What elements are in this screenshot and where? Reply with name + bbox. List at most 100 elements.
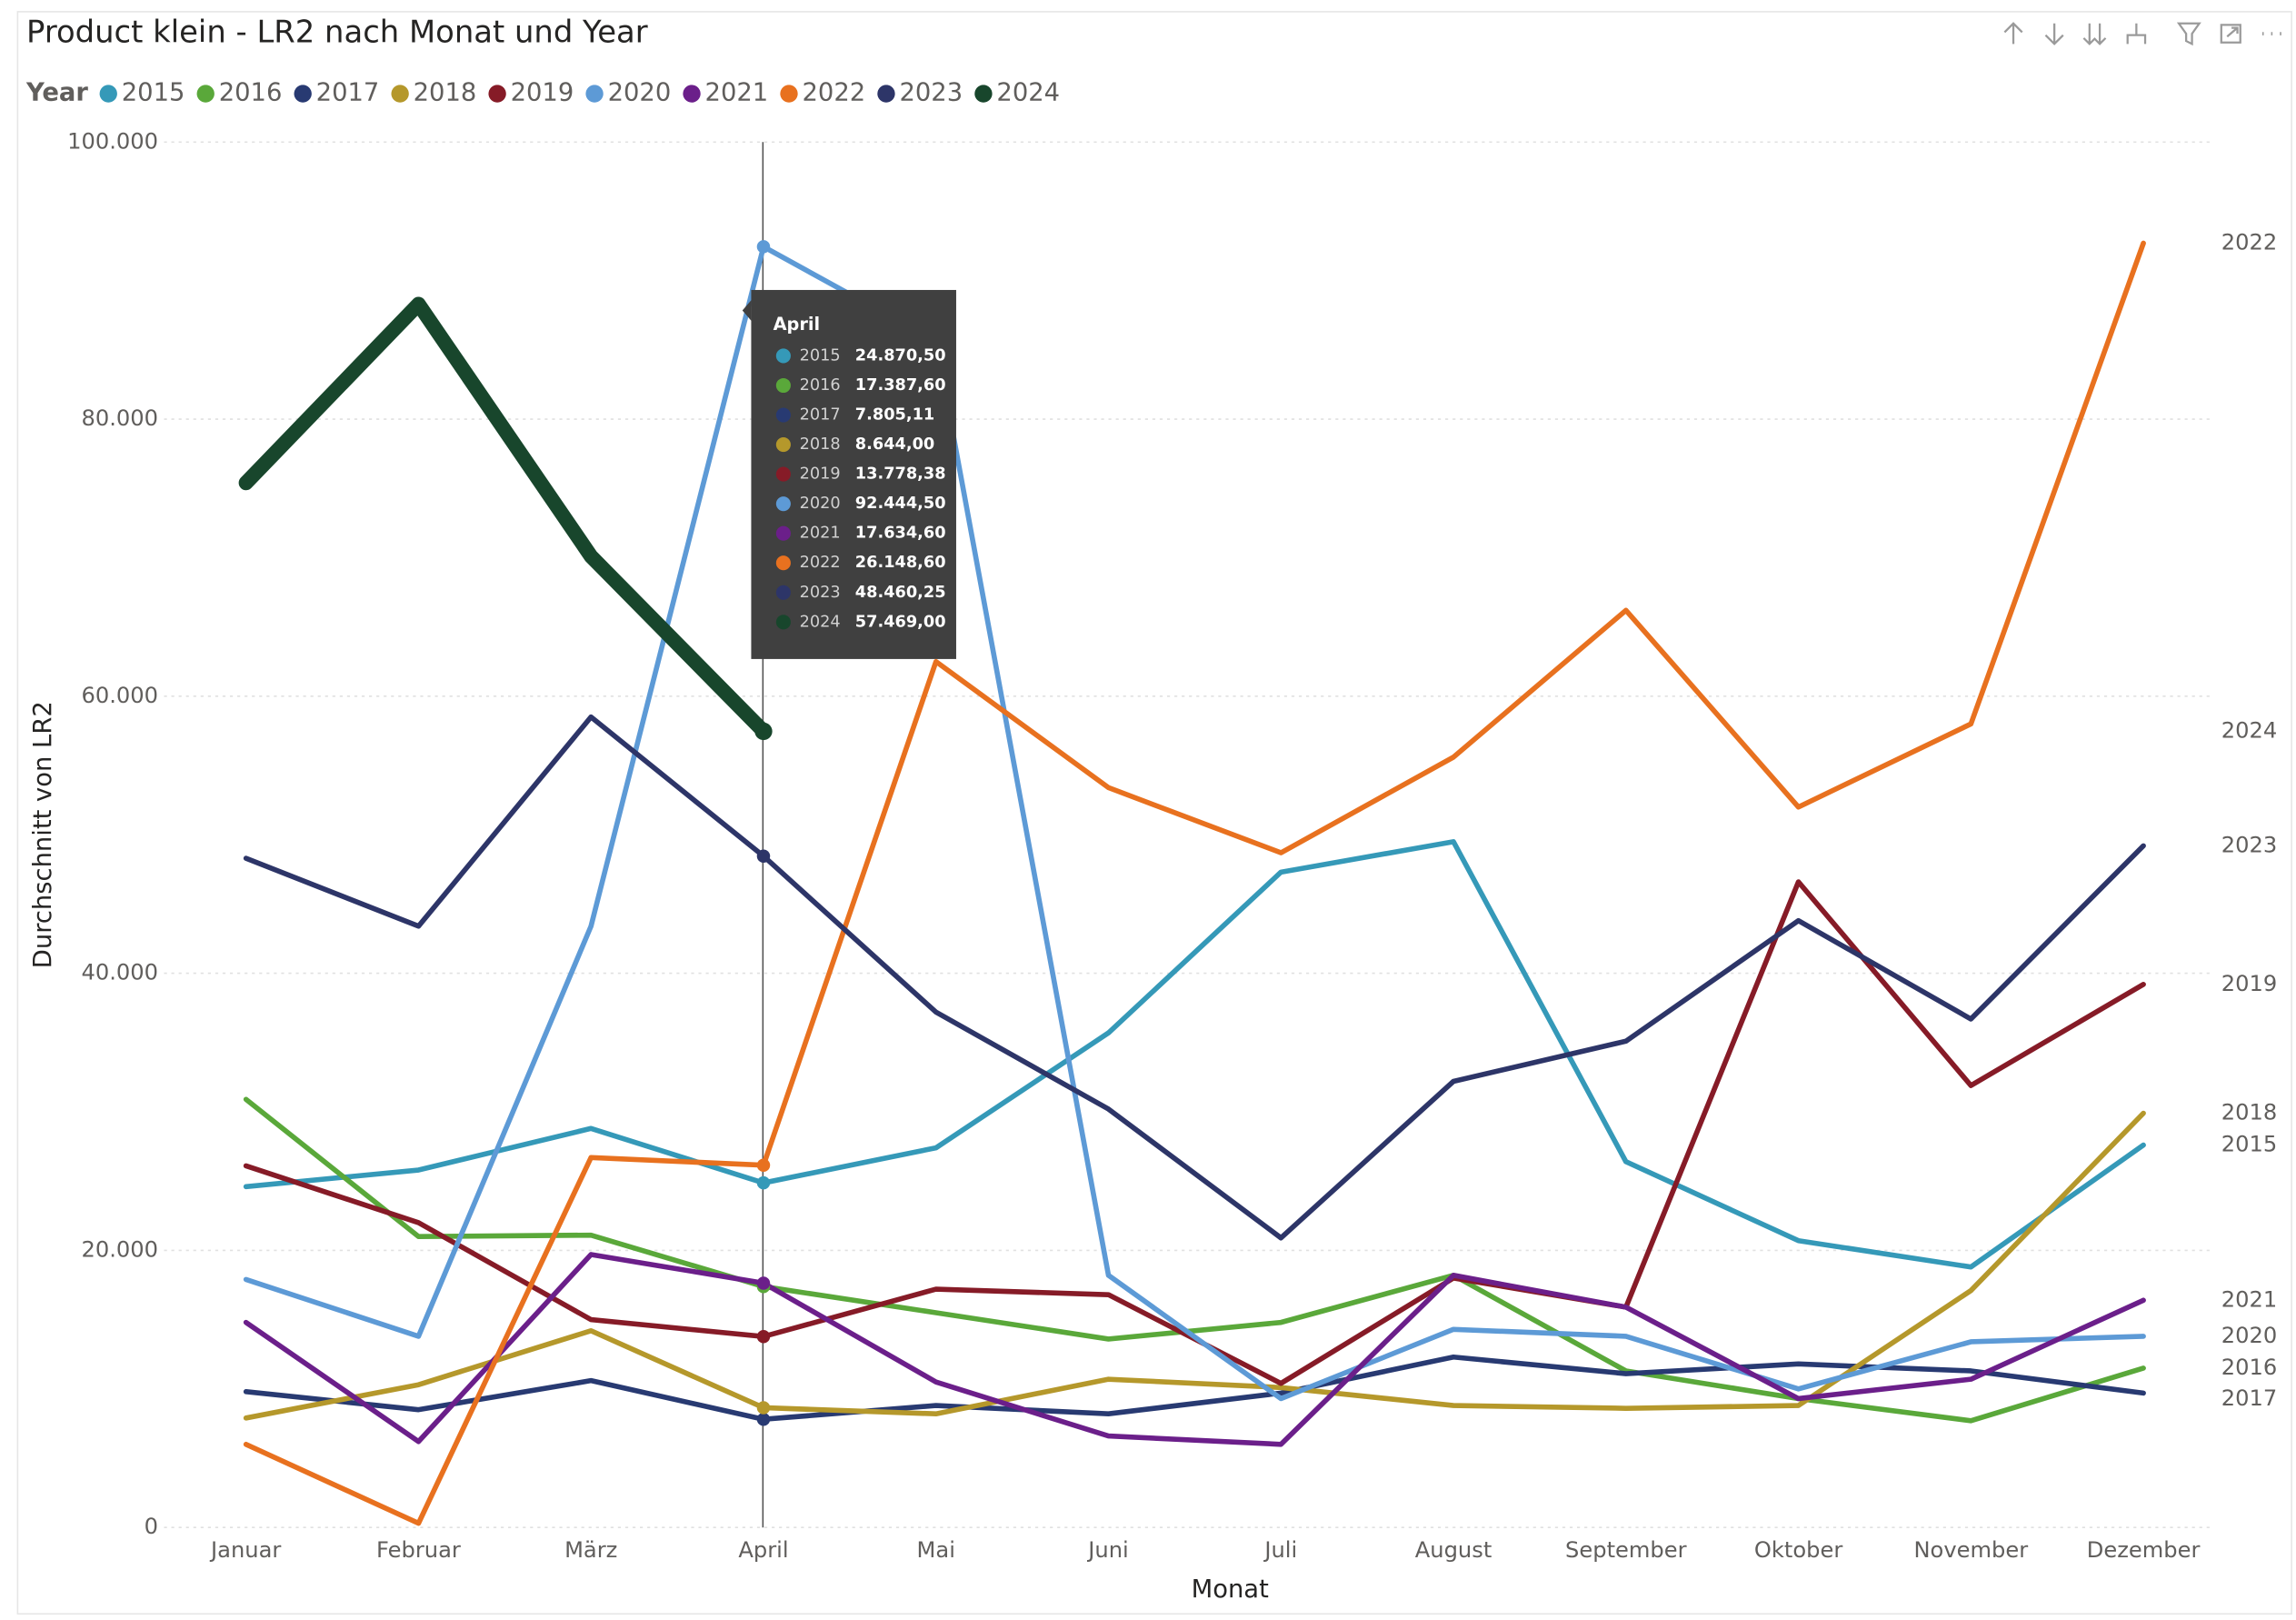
end-label: 2023: [2221, 832, 2277, 857]
hover-marker: [756, 849, 771, 863]
tooltip-name: 2017: [800, 406, 841, 425]
hover-marker: [756, 240, 771, 254]
filter-icon[interactable]: [2176, 22, 2201, 46]
legend-marker: [294, 85, 312, 103]
hover-marker: [754, 722, 773, 741]
y-axis-title: Durchschnitt von LR2: [29, 701, 57, 968]
tooltip-name: 2015: [800, 346, 841, 365]
legend-marker: [196, 85, 215, 103]
legend-marker: [974, 85, 993, 103]
legend-label: 2017: [316, 79, 380, 107]
series-line: [243, 1354, 2146, 1423]
series-line: [238, 296, 772, 739]
y-tick-label: 80.000: [81, 405, 158, 431]
x-axis-title: Monat: [1192, 1575, 1269, 1604]
legend-marker: [391, 85, 409, 103]
drill-down-icon[interactable]: [2044, 23, 2064, 45]
end-label: 2016: [2221, 1355, 2277, 1380]
end-label: 2018: [2221, 1100, 2277, 1125]
tooltip-pointer: [742, 300, 752, 321]
tooltip-name: 2022: [800, 554, 841, 572]
legend-marker: [877, 85, 895, 103]
tooltip-value: 17.387,60: [855, 376, 946, 395]
tooltip-marker: [775, 496, 791, 512]
end-label: 2015: [2221, 1132, 2277, 1157]
legend-label: 2021: [705, 79, 769, 107]
legend-marker: [780, 85, 798, 103]
x-tick-label: Mai: [917, 1537, 955, 1563]
series-line: [243, 240, 2146, 1526]
x-tick-label: Juli: [1263, 1537, 1297, 1563]
legend-marker: [99, 85, 117, 103]
x-tick-label: März: [564, 1537, 617, 1563]
tooltip-value: 48.460,25: [855, 584, 946, 602]
end-label: 2022: [2221, 230, 2277, 255]
hover-marker: [756, 1329, 771, 1344]
series-line: [243, 839, 2146, 1270]
tooltip-marker: [775, 348, 791, 364]
tooltip-name: 2023: [800, 584, 841, 602]
tooltip-marker: [775, 525, 791, 541]
end-label: 2020: [2221, 1323, 2277, 1348]
tooltip-marker: [775, 585, 791, 600]
tooltip-marker: [775, 615, 791, 630]
tooltip-value: 57.469,00: [855, 613, 946, 631]
tooltip-marker: [775, 437, 791, 453]
tooltip-name: 2018: [800, 435, 841, 454]
legend-label: 2024: [996, 79, 1060, 107]
tooltip-value: 24.870,50: [855, 346, 946, 365]
end-label: 2024: [2221, 717, 2277, 743]
hover-marker: [756, 1412, 771, 1426]
tooltip-value: 13.778,38: [855, 465, 946, 484]
x-tick-label: September: [1565, 1537, 1687, 1563]
x-tick-label: Februar: [376, 1537, 461, 1563]
x-tick-label: April: [738, 1537, 788, 1563]
expand-icon[interactable]: [2126, 23, 2147, 45]
tooltip-name: 2016: [800, 376, 841, 395]
focus-icon[interactable]: [2220, 24, 2241, 44]
y-tick-label: 40.000: [81, 960, 158, 985]
y-tick-label: 20.000: [81, 1236, 158, 1262]
x-tick-label: Oktober: [1754, 1537, 1842, 1563]
tooltip-title: April: [774, 314, 821, 335]
tooltip-marker: [775, 377, 791, 394]
hover-marker: [756, 1401, 771, 1415]
end-label: 2021: [2221, 1286, 2277, 1312]
tooltip-value: 26.148,60: [855, 554, 946, 572]
hover-marker: [756, 1175, 771, 1190]
tooltip-name: 2021: [800, 525, 841, 543]
y-tick-label: 60.000: [81, 683, 158, 708]
tooltip-marker: [775, 466, 791, 482]
hover-marker: [756, 1276, 771, 1290]
chart-title: Product klein - LR2 nach Monat und Year: [26, 15, 648, 50]
tooltip-marker: [775, 555, 791, 571]
end-label: 2017: [2221, 1385, 2277, 1411]
tooltip-name: 2024: [800, 613, 841, 631]
hover-marker: [756, 1158, 771, 1172]
x-tick-label: August: [1415, 1537, 1492, 1563]
legend-marker: [683, 85, 701, 103]
legend-title: Year: [25, 79, 88, 107]
series-line: [243, 1096, 2146, 1424]
tooltip-marker: [775, 407, 791, 423]
legend-marker: [488, 85, 506, 103]
end-label: 2019: [2221, 971, 2277, 996]
series-line: [243, 714, 2146, 1241]
next-level-icon[interactable]: [2082, 23, 2107, 45]
tooltip-value: 7.805,11: [855, 406, 934, 425]
tooltip-name: 2020: [800, 495, 841, 513]
drill-up-icon[interactable]: [2003, 22, 2023, 45]
legend-marker: [585, 85, 604, 103]
tooltip-name: 2019: [800, 465, 841, 484]
toolbar[interactable]: [2003, 22, 2281, 46]
legend-label: 2023: [899, 79, 963, 107]
x-tick-label: November: [1914, 1537, 2029, 1563]
x-tick-label: Januar: [209, 1537, 281, 1563]
tooltip-value: 8.644,00: [855, 435, 934, 454]
series-line: [243, 1252, 2146, 1447]
series-line: [243, 1110, 2146, 1421]
legend-label: 2019: [511, 79, 574, 107]
tooltip: April 2015 24.870,50 2016 17.387,60 2017 7.805…: [742, 289, 956, 659]
